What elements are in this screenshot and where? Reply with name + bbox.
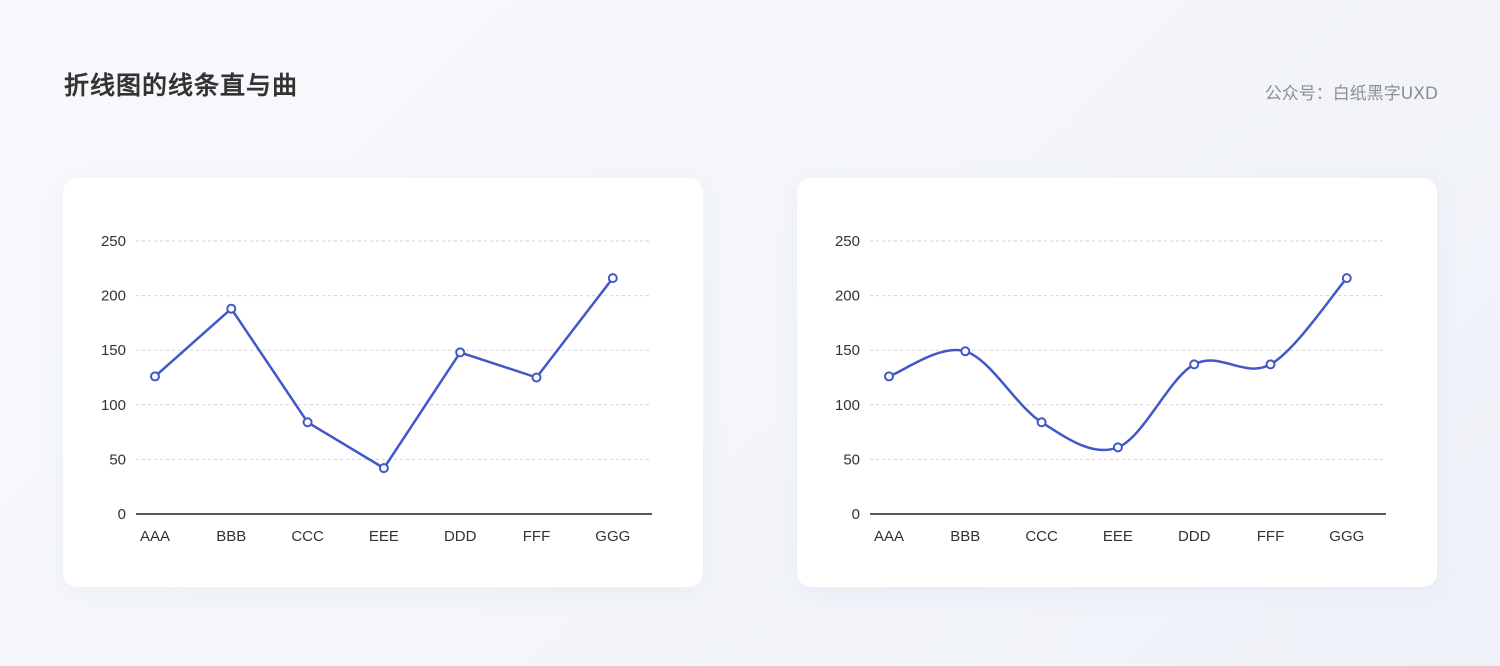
chart-card-straight: 0 50 100 150 200 250 AAA BBB CCC EEE DDD FFF GGG bbox=[63, 178, 703, 587]
y-tick-label: 0 bbox=[852, 506, 860, 523]
x-tick-label: BBB bbox=[216, 528, 246, 545]
x-tick-label: AAA bbox=[140, 528, 170, 545]
data-point bbox=[607, 273, 618, 284]
x-tick-label: BBB bbox=[950, 528, 980, 545]
data-point bbox=[1265, 359, 1276, 370]
data-point bbox=[1112, 442, 1123, 453]
y-tick-label: 150 bbox=[835, 342, 860, 359]
x-tick-label: AAA bbox=[874, 528, 904, 545]
x-tick-label: EEE bbox=[1103, 528, 1133, 545]
data-point bbox=[226, 303, 237, 314]
x-tick-label: FFF bbox=[1257, 528, 1285, 545]
x-tick-label: DDD bbox=[444, 528, 477, 545]
y-tick-label: 50 bbox=[109, 451, 126, 468]
data-point bbox=[960, 346, 971, 357]
y-tick-label: 100 bbox=[101, 397, 126, 414]
x-tick-label: GGG bbox=[1329, 528, 1364, 545]
x-tick-label: CCC bbox=[291, 528, 324, 545]
data-point bbox=[1189, 359, 1200, 370]
series-line bbox=[887, 276, 1349, 452]
y-tick-label: 250 bbox=[101, 233, 126, 250]
data-point bbox=[455, 347, 466, 358]
data-point bbox=[378, 463, 389, 474]
data-point bbox=[1341, 273, 1352, 284]
y-tick-label: 100 bbox=[835, 397, 860, 414]
y-tick-label: 200 bbox=[835, 288, 860, 305]
chart-card-smooth: 0 50 100 150 200 250 AAA BBB CCC EEE DDD FFF GGG bbox=[797, 178, 1437, 587]
y-tick-label: 50 bbox=[843, 451, 860, 468]
x-tick-label: CCC bbox=[1025, 528, 1058, 545]
credit-text: 公众号：白纸黑字UXD bbox=[1264, 84, 1438, 104]
y-tick-label: 150 bbox=[101, 342, 126, 359]
line-chart-smooth: 0 50 100 150 200 250 AAA BBB CCC EEE DDD FFF GGG bbox=[835, 233, 1386, 545]
x-tick-label: DDD bbox=[1178, 528, 1211, 545]
data-point bbox=[1036, 417, 1047, 428]
data-point bbox=[150, 371, 160, 382]
data-point bbox=[302, 417, 313, 428]
data-point bbox=[884, 371, 894, 382]
line-chart-straight: 0 50 100 150 200 250 AAA BBB CCC EEE DDD FFF GGG bbox=[101, 233, 652, 545]
x-tick-label: FFF bbox=[523, 528, 551, 545]
y-tick-label: 200 bbox=[101, 288, 126, 305]
page-title: 折线图的线条直与曲 bbox=[64, 71, 299, 100]
data-point bbox=[531, 372, 542, 383]
y-tick-label: 250 bbox=[835, 233, 860, 250]
x-tick-label: GGG bbox=[595, 528, 630, 545]
y-tick-label: 0 bbox=[118, 506, 126, 523]
x-tick-label: EEE bbox=[369, 528, 399, 545]
series-line bbox=[153, 276, 615, 470]
